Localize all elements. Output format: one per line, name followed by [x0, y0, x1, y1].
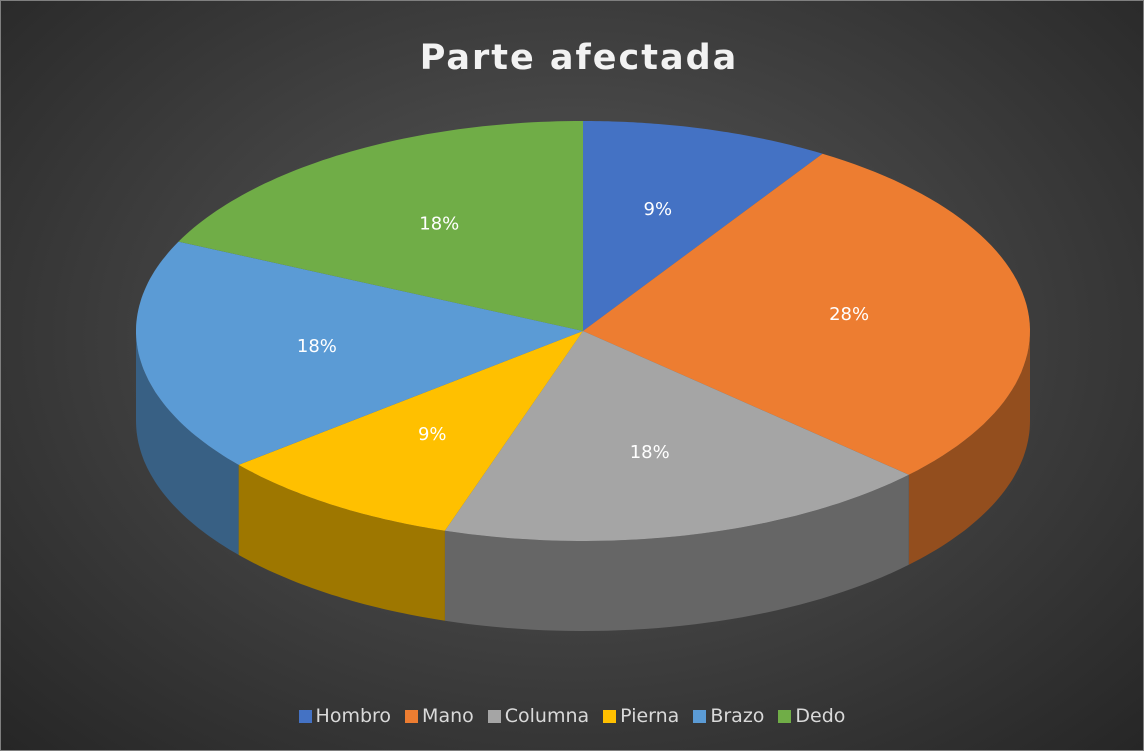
slice-side — [238, 464, 445, 621]
data-label: 18% — [297, 336, 337, 357]
legend-label: Mano — [422, 705, 474, 727]
legend-label: Brazo — [710, 705, 765, 727]
data-label: 9% — [644, 199, 673, 220]
legend-label: Pierna — [620, 705, 680, 727]
legend-label: Hombro — [315, 705, 392, 727]
legend-item: Mano — [405, 705, 474, 727]
slice — [136, 241, 583, 465]
data-labels: 9% 28% 18% 9% 18% 18% — [297, 199, 869, 463]
legend-swatch — [778, 709, 792, 723]
legend-label: Columna — [504, 705, 590, 727]
pie-sides — [136, 331, 1030, 631]
legend-item: Brazo — [693, 705, 764, 727]
slice-side — [908, 331, 1030, 565]
slice — [583, 121, 823, 331]
slice — [583, 153, 1030, 475]
slice-side — [444, 474, 909, 631]
legend-swatch — [405, 709, 419, 723]
chart-title: Parte afectada — [420, 38, 739, 78]
data-label: 28% — [829, 304, 869, 325]
legend: Hombro Mano Columna Pierna Brazo Dedo — [1, 705, 1143, 727]
data-label: 18% — [419, 214, 459, 235]
slice — [238, 331, 583, 531]
legend-swatch — [487, 709, 501, 723]
legend-swatch — [603, 709, 617, 723]
legend-item: Hombro — [298, 705, 392, 727]
slice — [178, 121, 583, 331]
slice — [444, 331, 909, 541]
legend-swatch — [298, 709, 312, 723]
legend-swatch — [693, 709, 707, 723]
data-label: 9% — [418, 424, 447, 445]
legend-label: Dedo — [795, 705, 846, 727]
slice-side — [136, 331, 239, 555]
data-label: 18% — [630, 442, 670, 463]
pie-tops — [136, 121, 1030, 541]
legend-item: Dedo — [778, 705, 845, 727]
legend-item: Columna — [487, 705, 590, 727]
legend-item: Pierna — [603, 705, 679, 727]
